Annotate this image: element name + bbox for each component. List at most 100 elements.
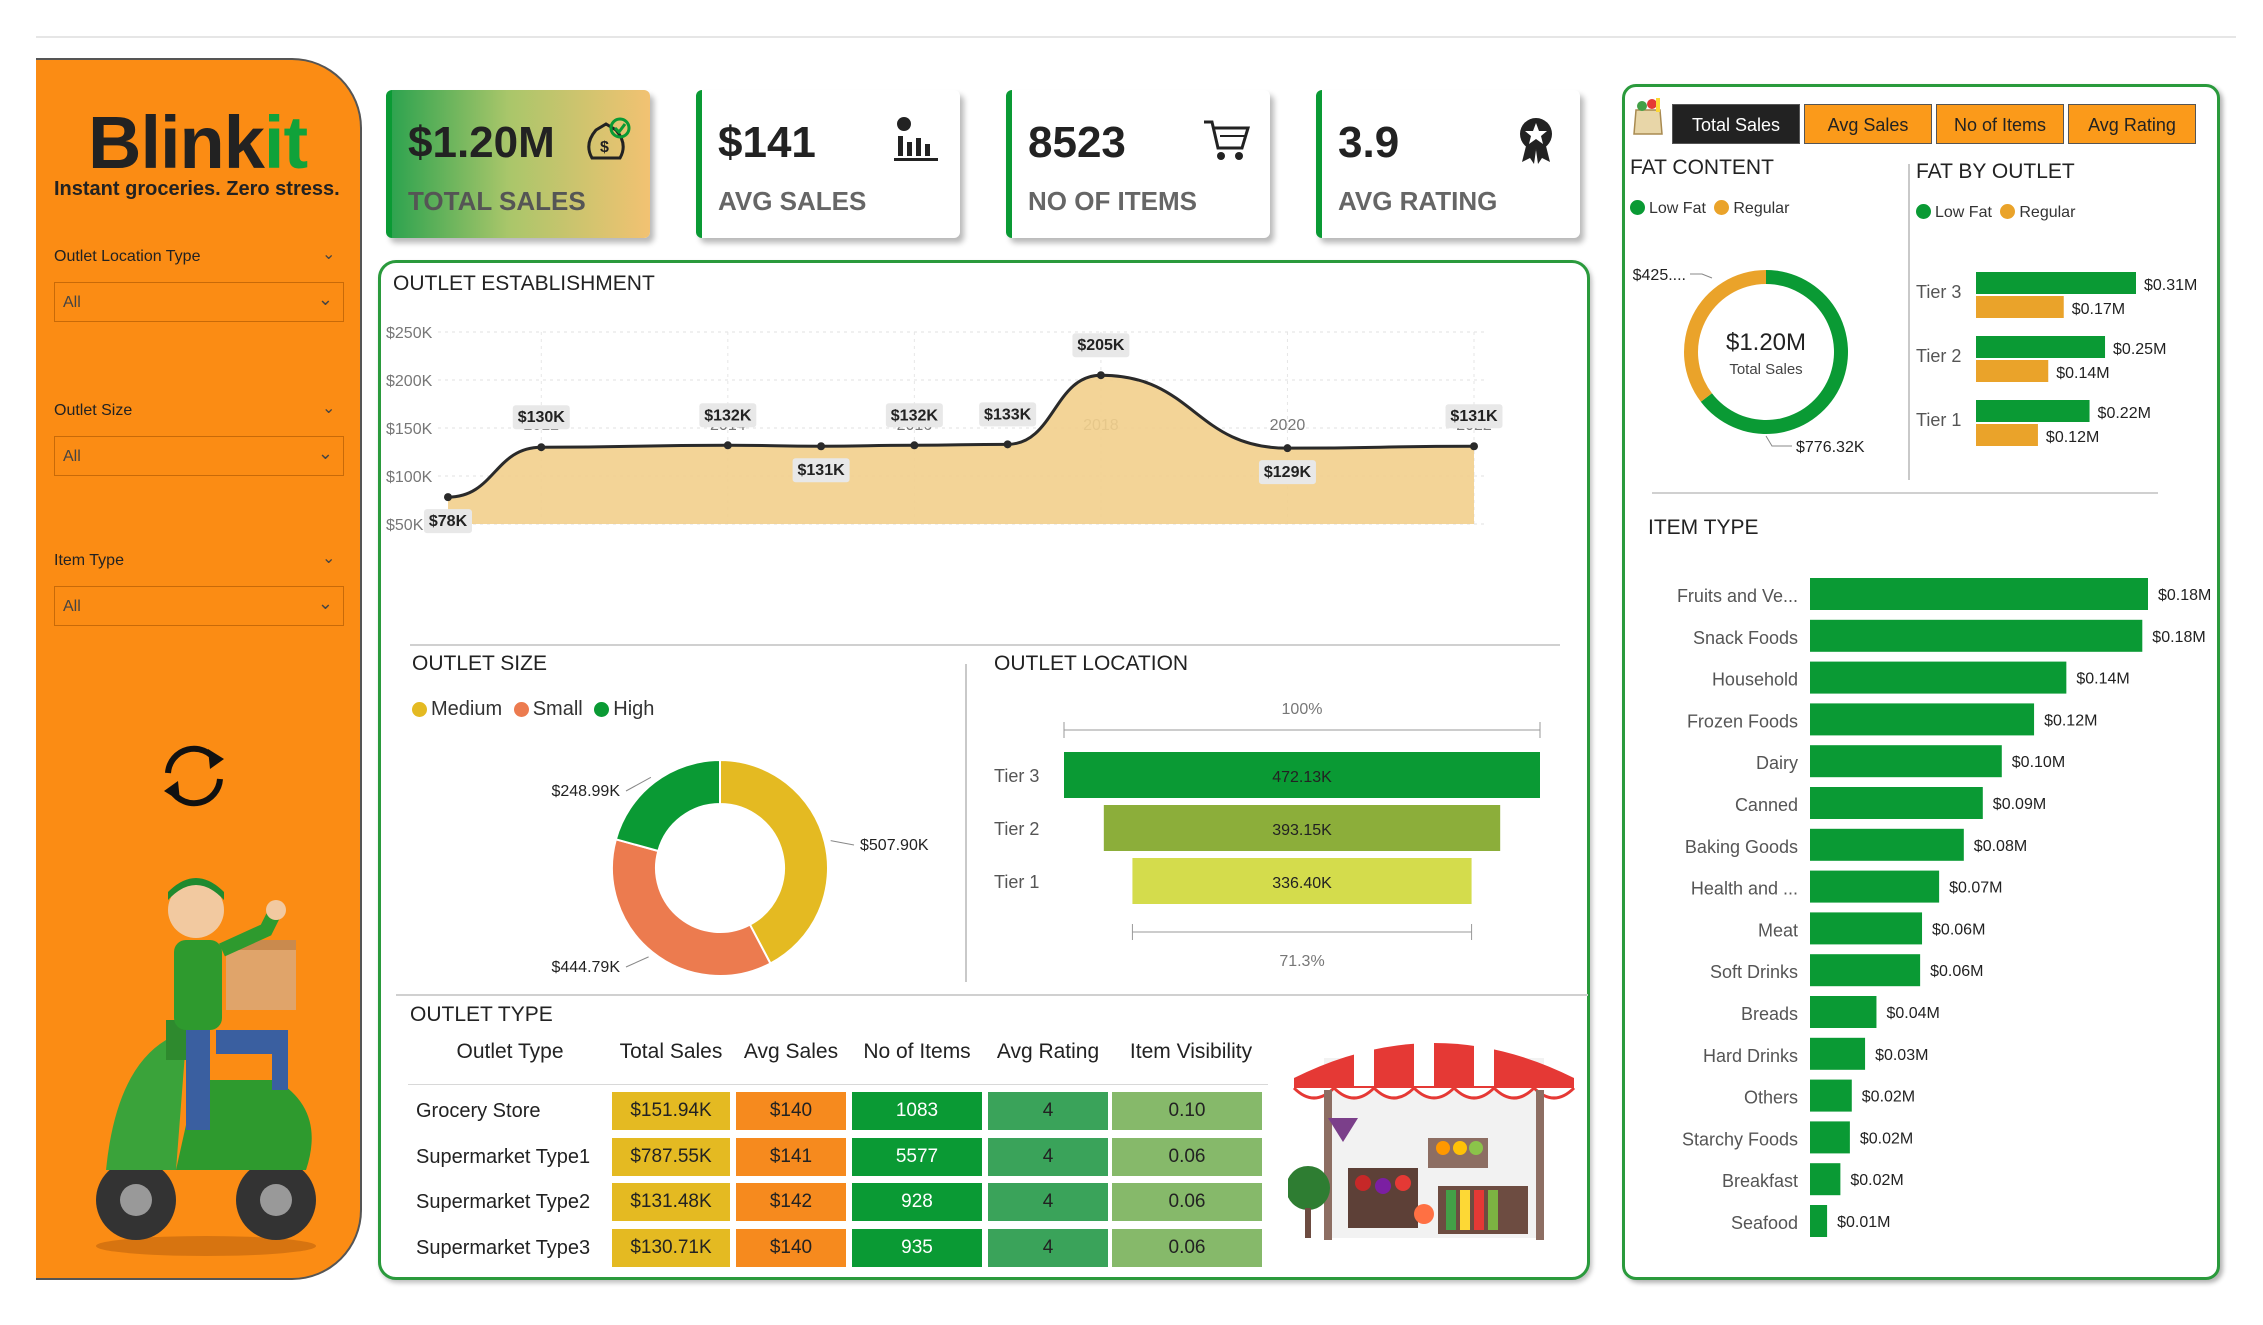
data-label: $132K (704, 407, 752, 424)
outlet-establishment-area-chart[interactable]: $50K$100K$150K$200K$250K2012201420162018… (380, 300, 1580, 630)
category-label: Dairy (1756, 753, 1798, 773)
fat-by-outlet-legend: Low Fat Regular (1916, 204, 2075, 222)
category-label: Breads (1741, 1004, 1798, 1024)
divider (1908, 164, 1910, 480)
slice-label: $248.99K (551, 783, 620, 800)
table-cell-avg: $140 (736, 1092, 846, 1130)
table-header: Total Sales (619, 1040, 723, 1063)
table-cell-avg: $141 (736, 1137, 846, 1176)
leader-line (1690, 273, 1713, 279)
filter-label-location: Outlet Location Type (54, 248, 201, 265)
legend-dot (594, 702, 610, 717)
chevron-down-icon[interactable]: ⌄ (322, 550, 336, 567)
legend-medium[interactable]: Medium (431, 698, 503, 720)
legend-low-fat[interactable]: Low Fat (1935, 204, 1992, 221)
tab-avg-sales[interactable]: Avg Sales (1804, 104, 1932, 144)
fat-by-outlet-bar-chart[interactable]: Tier 3 $0.31M $0.17M Tier 2 $0.25M$0.14M Tier… (1912, 250, 2218, 460)
kpi-card-avg-rating: 3.9 AVG RATING (1316, 90, 1580, 238)
data-point (1096, 371, 1105, 380)
grocery-bag-icon (1633, 98, 1663, 135)
bar-value-label: $0.25M (2113, 341, 2166, 358)
section-title-outlet-type: OUTLET TYPE (410, 1003, 553, 1026)
legend-low-fat[interactable]: Low Fat (1649, 200, 1706, 217)
category-label: Health and ... (1691, 879, 1798, 899)
chevron-down-icon[interactable]: ⌄ (322, 400, 336, 417)
outlet-location-funnel-chart[interactable]: 100% 472.13K Tier 3 393.15K Tier 2 336.40K Tie… (980, 680, 1580, 980)
table-header: No of Items (863, 1040, 971, 1063)
delivery-rider-illustration (96, 878, 316, 1256)
bar (1810, 828, 1964, 861)
bar-value-label: $0.31M (2144, 277, 2197, 294)
slice-label: $444.79K (551, 959, 620, 976)
filter-label-item-type: Item Type (54, 552, 124, 569)
table-cell-vis: 0.06 (1112, 1228, 1262, 1267)
legend-dot (412, 702, 427, 717)
bar (1976, 400, 2090, 422)
outlet-size-donut-chart[interactable]: $507.90K $444.79K $248.99K (530, 740, 970, 990)
data-label-bg (699, 403, 757, 428)
donut-slice (1684, 270, 1766, 402)
category-label: Household (1712, 670, 1798, 690)
legend-regular[interactable]: Regular (2019, 204, 2076, 221)
category-label: Fruits and Ve... (1677, 586, 1798, 606)
filter-select-location[interactable]: All ⌄ (54, 282, 344, 322)
tab-no-of-items[interactable]: No of Items (1936, 104, 2064, 144)
slice-label: $425.... (1633, 267, 1686, 284)
y-tick-label: $200K (386, 373, 433, 390)
chevron-down-icon: ⌄ (317, 289, 333, 309)
bar (1810, 1121, 1850, 1154)
funnel-bottom-percent: 71.3% (1279, 953, 1324, 970)
data-label-bg (512, 405, 570, 430)
data-label-bg (1445, 404, 1503, 429)
donut-center-value: $1.20M (1726, 329, 1806, 356)
bar-value-label: $0.02M (1860, 1130, 1913, 1147)
category-label: Breakfast (1722, 1171, 1798, 1191)
table-row-name: Supermarket Type1 (416, 1145, 591, 1168)
bar-value-label: $0.10M (2012, 754, 2065, 771)
leader-line (1765, 435, 1792, 447)
data-point (910, 441, 919, 450)
tab-total-sales[interactable]: Total Sales (1672, 104, 1800, 144)
data-point (723, 441, 732, 450)
svg-text:$: $ (600, 139, 609, 156)
chevron-down-icon[interactable]: ⌄ (322, 246, 336, 263)
bar-value-label: $0.07M (1949, 880, 2002, 897)
bar (1976, 360, 2049, 382)
sidebar: Blinkit Instant groceries. Zero stress. … (36, 58, 362, 1280)
bar-value-label: $0.04M (1886, 1005, 1939, 1022)
table-header: Avg Rating (996, 1040, 1100, 1063)
legend-high[interactable]: High (613, 698, 655, 720)
donut-slice (719, 758, 829, 965)
section-title-fat-by-outlet: FAT BY OUTLET (1916, 160, 2075, 183)
filter-value: All (63, 448, 81, 465)
donut-center-label: Total Sales (1729, 361, 1802, 378)
kpi-card-avg-sales: $141 AVG SALES (696, 90, 960, 238)
table-cell-vis: 0.06 (1112, 1137, 1262, 1176)
item-type-bar-chart[interactable]: Fruits and Ve... $0.18M Snack Foods $0.18M H… (1640, 570, 2216, 1250)
chevron-down-icon: ⌄ (317, 443, 333, 463)
brand-logo: Blinkit (88, 101, 308, 184)
kpi-label: AVG RATING (1338, 186, 1498, 216)
y-tick-label: $100K (386, 469, 433, 486)
filter-select-item-type[interactable]: All ⌄ (54, 586, 344, 626)
leader-line (625, 776, 652, 792)
legend-small[interactable]: Small (532, 698, 583, 720)
tab-avg-rating[interactable]: Avg Rating (2068, 104, 2196, 144)
fat-content-donut-chart[interactable]: $1.20M Total Sales $776.32K $425.... (1626, 250, 1906, 470)
data-label-bg (1072, 333, 1130, 358)
bar (1810, 912, 1923, 945)
category-label: Snack Foods (1693, 628, 1798, 648)
data-label: $131K (798, 462, 846, 479)
divider (1652, 492, 2158, 494)
bar (1976, 424, 2038, 446)
leader-line (830, 840, 855, 846)
legend-regular[interactable]: Regular (1733, 200, 1790, 217)
category-label: Others (1744, 1088, 1798, 1108)
table-header: Item Visibility (1129, 1040, 1253, 1063)
shopping-cart-icon (1204, 120, 1251, 160)
data-point (444, 493, 452, 502)
data-point (1470, 442, 1478, 451)
filter-select-size[interactable]: All ⌄ (54, 436, 344, 476)
refresh-icon[interactable] (154, 735, 234, 815)
bar (1810, 1163, 1841, 1196)
